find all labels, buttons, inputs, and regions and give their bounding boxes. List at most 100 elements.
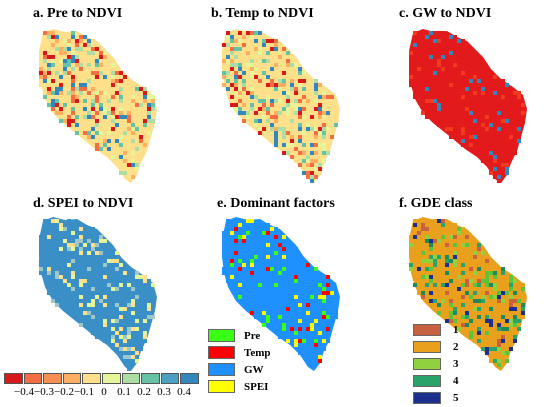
map-pixel	[147, 279, 151, 283]
map-pixel	[473, 75, 477, 79]
map-pixel	[421, 279, 425, 283]
map-pixel	[445, 263, 449, 267]
map-pixel	[429, 43, 433, 47]
map-pixel	[481, 263, 485, 267]
map-pixel	[270, 231, 274, 235]
map-pixel	[513, 327, 517, 331]
map-pixel	[226, 231, 230, 235]
map-pixel	[55, 263, 59, 267]
map-pixel	[274, 111, 278, 115]
map-pixel	[266, 83, 270, 87]
map-pixel	[103, 139, 107, 143]
map-pixel	[238, 227, 242, 231]
map-pixel	[497, 119, 501, 123]
map-pixel	[103, 107, 107, 111]
map-pixel	[270, 103, 274, 107]
map-pixel	[290, 327, 294, 331]
map-pixel	[457, 267, 461, 271]
map-pixel	[270, 115, 274, 119]
map-pixel	[103, 143, 107, 147]
dominant-factors-legend: Pre Temp GW SPEI	[208, 327, 271, 395]
map-pixel	[47, 67, 51, 71]
map-pixel	[95, 235, 99, 239]
map-pixel	[465, 119, 469, 123]
map-pixel	[123, 355, 127, 359]
map-pixel	[83, 115, 87, 119]
map-pixel	[47, 235, 51, 239]
map-pixel	[453, 87, 457, 91]
map-pixel	[473, 303, 477, 307]
map-pixel	[469, 83, 473, 87]
map-pixel	[83, 311, 87, 315]
map-pixel	[314, 291, 318, 295]
map-pixel	[250, 67, 254, 71]
map-pixel	[91, 287, 95, 291]
map-pixel	[143, 335, 147, 339]
map-pixel	[282, 283, 286, 287]
map-pixel	[55, 99, 59, 103]
map-pixel	[254, 239, 258, 243]
map-pixel	[445, 91, 449, 95]
map-pixel	[306, 163, 310, 167]
map-pixel	[99, 55, 103, 59]
map-pixel	[111, 79, 115, 83]
map-pixel	[282, 71, 286, 75]
map-pixel	[489, 319, 493, 323]
map-pixel	[413, 219, 417, 223]
map-pixel	[409, 71, 413, 75]
map-pixel	[71, 67, 75, 71]
map-pixel	[79, 295, 83, 299]
map-pixel	[497, 359, 501, 363]
map-pixel	[55, 271, 59, 275]
map-pixel	[43, 95, 47, 99]
map-pixel	[143, 319, 147, 323]
map-pixel	[318, 95, 322, 99]
map-pixel	[433, 71, 437, 75]
map-pixel	[306, 263, 310, 267]
map-pixel	[79, 271, 83, 275]
map-pixel	[298, 87, 302, 91]
map-pixel	[143, 331, 147, 335]
map-pixel	[513, 319, 517, 323]
map-pixel	[294, 267, 298, 271]
map-pixel	[103, 103, 107, 107]
map-pixel	[103, 115, 107, 119]
map-pixel	[473, 135, 477, 139]
map-pixel	[505, 287, 509, 291]
map-pixel	[107, 99, 111, 103]
map-pixel	[314, 303, 318, 307]
map-pixel	[318, 131, 322, 135]
map-pixel	[461, 131, 465, 135]
map-pixel	[461, 47, 465, 51]
map-pixel	[433, 43, 437, 47]
map-pixel	[123, 307, 127, 311]
map-pixel	[513, 315, 517, 319]
map-pixel	[286, 151, 290, 155]
scale-swatch-4	[82, 373, 101, 384]
map-pixel	[95, 251, 99, 255]
map-pixel	[151, 99, 155, 103]
map-pixel	[318, 331, 322, 335]
scale-tick-label: −0.1	[74, 386, 94, 398]
map-pixel	[47, 271, 51, 275]
map-pixel	[441, 219, 445, 223]
map-pixel	[425, 259, 429, 263]
map-pixel	[111, 75, 115, 79]
map-pixel	[294, 295, 298, 299]
map-pixel	[501, 315, 505, 319]
map-pixel	[294, 327, 298, 331]
map-pixel	[127, 163, 131, 167]
map-pixel	[294, 103, 298, 107]
map-pixel	[322, 311, 326, 315]
map-pixel	[234, 235, 238, 239]
map-pixel	[135, 355, 139, 359]
map-pixel	[99, 291, 103, 295]
map-pixel	[286, 91, 290, 95]
map-pixel	[79, 39, 83, 43]
map-pixel	[501, 111, 505, 115]
map-pixel	[43, 275, 47, 279]
map-pixel	[425, 55, 429, 59]
map-pixel	[314, 311, 318, 315]
map-pixel	[505, 115, 509, 119]
map-pixel	[63, 279, 67, 283]
